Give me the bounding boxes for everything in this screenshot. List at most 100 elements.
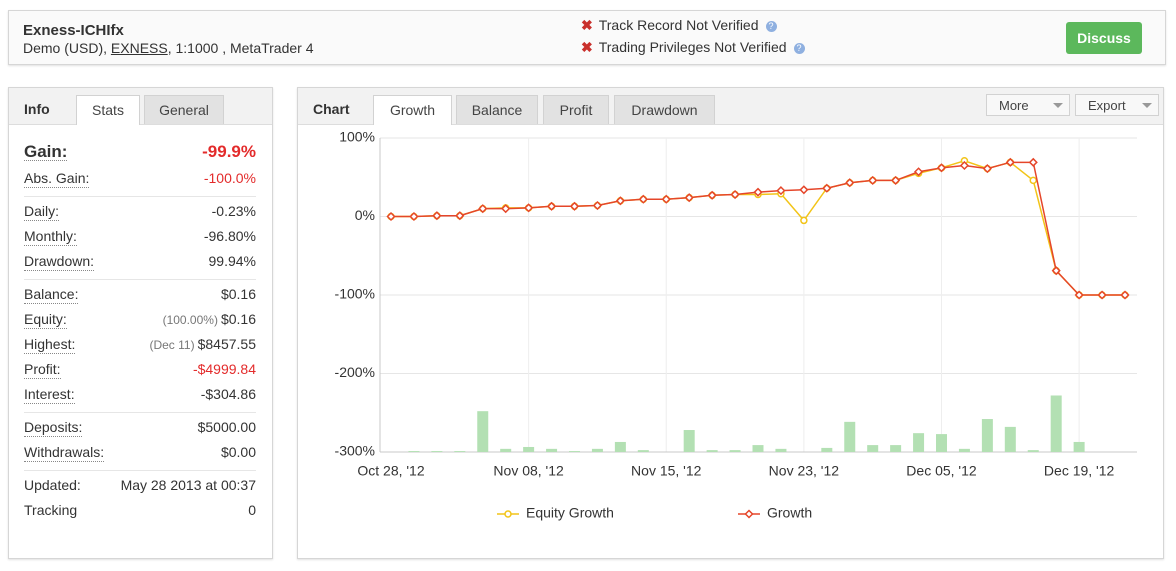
bar	[981, 419, 993, 452]
bar	[706, 450, 718, 452]
stats-label[interactable]: Gain:	[24, 142, 68, 161]
point	[868, 175, 878, 185]
discuss-button[interactable]: Discuss	[1066, 22, 1142, 54]
stats-label[interactable]: Daily:	[24, 202, 60, 221]
bar	[913, 433, 925, 452]
stats-value: -96.80%	[203, 228, 256, 244]
bar	[546, 448, 558, 452]
stats-label[interactable]: Balance:	[24, 285, 79, 304]
tab[interactable]: Stats	[76, 95, 140, 125]
verification: ✖ Track Record Not Verified?	[581, 17, 777, 34]
stats-value-wrap: -0.23%	[212, 199, 256, 224]
menu-label: Export	[1088, 98, 1126, 113]
stats-label[interactable]: Monthly:	[24, 227, 77, 246]
stats-label[interactable]: Deposits:	[24, 418, 83, 437]
chart-panel: Chart Growth Balance Profit Drawdown Mor…	[297, 87, 1164, 559]
stats-group: Balance: $0.16 Equity: (100.00%) $0.16 Highes…	[24, 280, 256, 413]
y-tick-label: -200%	[335, 364, 375, 380]
stats-group: Updated: May 28 2013 at 00:37 Tracking 0	[24, 471, 256, 528]
x-tick-label: Dec 05, '12	[906, 463, 977, 479]
point	[822, 183, 832, 193]
stats-label: Updated:	[24, 477, 81, 493]
bar	[936, 434, 947, 452]
bar	[890, 445, 902, 452]
tab-bar: Info Stats General	[9, 88, 272, 125]
tab[interactable]: Growth	[373, 95, 452, 125]
y-tick-label: 0%	[355, 207, 375, 223]
panel-label: Info	[24, 101, 50, 117]
tab[interactable]: Balance	[456, 95, 538, 124]
x-tick-label: Oct 28, '12	[357, 463, 424, 479]
point	[478, 204, 488, 214]
account-subtitle: Demo (USD), EXNESS, 1:1000 , MetaTrader …	[23, 40, 314, 56]
stats-label[interactable]: Abs. Gain:	[24, 169, 90, 188]
point	[684, 193, 694, 203]
point	[1005, 157, 1015, 167]
stats-value: $8457.55	[197, 336, 256, 352]
panel-label: Chart	[313, 101, 350, 117]
tab[interactable]: General	[144, 95, 224, 124]
point	[638, 194, 648, 204]
stats-row: Profit: -$4999.84	[24, 357, 256, 382]
subtitle-prefix: Demo (USD),	[23, 40, 108, 56]
point	[1120, 290, 1130, 300]
stats-value: May 28 2013 at 00:37	[120, 477, 256, 493]
stats-group: Deposits: $5000.00 Withdrawals: $0.00	[24, 413, 256, 471]
stats-label[interactable]: Highest:	[24, 335, 76, 354]
stats-label[interactable]: Profit:	[24, 360, 61, 379]
point	[1029, 176, 1037, 185]
point	[1097, 290, 1107, 300]
stats-label[interactable]: Drawdown:	[24, 252, 95, 271]
tab[interactable]: Profit	[543, 95, 609, 124]
stats-value-wrap: 0	[248, 498, 256, 523]
tab[interactable]: Drawdown	[614, 95, 715, 124]
point	[1028, 157, 1038, 167]
point	[845, 178, 855, 188]
menu-button[interactable]: Export	[1075, 94, 1159, 116]
stats-label[interactable]: Withdrawals:	[24, 443, 105, 462]
bar	[683, 430, 695, 452]
stats-value-wrap: -99.9%	[202, 138, 256, 166]
point	[1074, 290, 1084, 300]
broker-link[interactable]: EXNESS	[110, 40, 168, 56]
bar	[637, 450, 649, 452]
y-tick-label: -100%	[335, 286, 375, 302]
subtitle-suffix: , 1:1000 , MetaTrader 4	[167, 40, 314, 56]
stats-value-wrap: $0.16	[221, 282, 256, 307]
stats-group: Gain: -99.9% Abs. Gain: -100.0%	[24, 136, 256, 197]
stats-value: $5000.00	[197, 419, 256, 435]
help-icon[interactable]: ?	[793, 43, 805, 54]
verification-text: Trading Privileges Not Verified	[598, 39, 787, 55]
point	[800, 216, 808, 225]
x-tick-label: Dec 19, '12	[1044, 463, 1115, 479]
stats-value-wrap: -$4999.84	[193, 357, 256, 382]
point	[1051, 266, 1061, 276]
stats-group: Daily: -0.23% Monthly: -96.80% Drawdown: 99.9…	[24, 197, 256, 280]
point	[891, 175, 901, 185]
legend-marker	[504, 510, 512, 518]
stats-label[interactable]: Equity:	[24, 310, 67, 329]
stats-row: Withdrawals: $0.00	[24, 440, 256, 465]
bar	[752, 445, 764, 452]
help-icon[interactable]: ?	[765, 21, 777, 32]
point	[707, 190, 717, 200]
verification-text: Track Record Not Verified	[598, 17, 759, 33]
stats-value-wrap: -100.0%	[204, 166, 256, 191]
stats-row: Interest: -$304.86	[24, 382, 256, 407]
stats-row: Tracking 0	[24, 498, 256, 523]
stats-value: $0.16	[220, 311, 256, 327]
bar	[477, 411, 489, 452]
y-tick-label: -300%	[335, 443, 375, 459]
stats-value: -0.23%	[211, 203, 256, 219]
stats-value: 0	[248, 502, 256, 518]
stats-value: -$4999.84	[192, 361, 256, 377]
bar	[1004, 426, 1016, 452]
menu-button[interactable]: More	[986, 94, 1070, 116]
bar	[408, 451, 420, 452]
point	[409, 211, 419, 222]
stats-row: Abs. Gain: -100.0%	[24, 166, 256, 191]
stats-label[interactable]: Interest:	[24, 385, 75, 404]
bar	[569, 451, 580, 452]
verification: ✖ Trading Privileges Not Verified?	[581, 39, 805, 56]
